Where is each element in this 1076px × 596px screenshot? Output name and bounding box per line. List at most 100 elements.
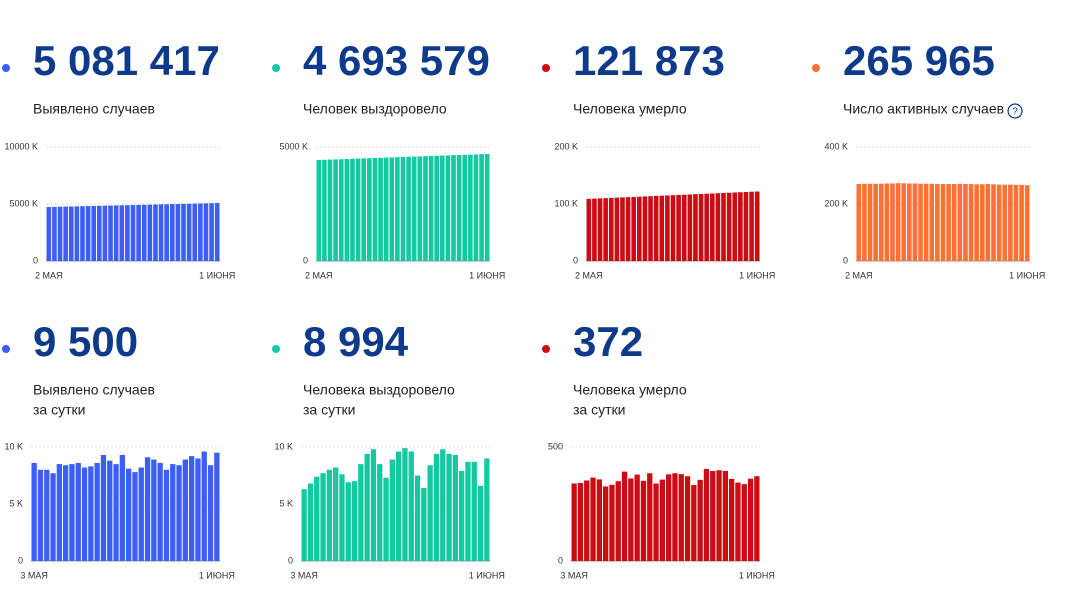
bar — [726, 192, 732, 261]
info-icon — [1007, 103, 1023, 119]
stat-label: за сутки — [573, 402, 625, 418]
y-tick-label: 5 K — [9, 498, 23, 508]
status-dot — [542, 64, 550, 72]
bar — [389, 459, 395, 561]
bar — [198, 203, 203, 261]
bar — [153, 204, 158, 261]
bar — [50, 473, 56, 561]
bar — [75, 462, 81, 561]
x-tick-label: 3 МАЯ — [290, 570, 318, 580]
bar — [80, 206, 85, 261]
bar — [421, 488, 427, 561]
bar — [113, 205, 119, 261]
bar — [484, 153, 490, 261]
bar — [417, 156, 423, 261]
bar — [590, 477, 596, 561]
bar — [170, 464, 176, 561]
y-tick-label: 0 — [573, 255, 578, 265]
bar — [603, 486, 609, 561]
bar — [684, 476, 691, 561]
bar — [144, 457, 151, 561]
bar — [459, 470, 465, 561]
x-tick-label: 2 МАЯ — [35, 270, 63, 280]
bar — [1002, 184, 1008, 261]
bar — [195, 458, 201, 561]
bar — [423, 156, 428, 261]
bar — [201, 451, 207, 561]
bar — [884, 183, 890, 261]
y-tick-label: 500 — [548, 441, 563, 451]
bar — [592, 198, 597, 261]
bar — [367, 158, 372, 261]
bar — [609, 484, 615, 561]
bar — [929, 183, 935, 261]
info-icon-text: ? — [1012, 107, 1018, 118]
y-tick-label: 0 — [288, 555, 293, 565]
stat-value: 4 693 579 — [303, 37, 490, 84]
bar — [584, 480, 590, 561]
bar — [974, 184, 979, 261]
bar — [749, 191, 754, 261]
bar — [693, 194, 698, 261]
bar — [147, 204, 153, 261]
bar — [57, 206, 63, 261]
y-tick-label: 200 K — [554, 141, 578, 151]
bar — [333, 467, 339, 561]
bar — [640, 480, 647, 561]
bar — [676, 194, 681, 261]
bar — [722, 470, 728, 561]
bar — [322, 159, 327, 261]
bar — [345, 482, 351, 561]
bar — [670, 195, 676, 261]
bar — [1008, 184, 1013, 261]
bar — [873, 183, 878, 261]
bar — [69, 464, 75, 561]
bar — [164, 204, 169, 261]
bar — [377, 464, 383, 561]
bar — [738, 192, 743, 261]
bar — [867, 183, 873, 261]
bar — [370, 449, 377, 561]
bar — [31, 462, 37, 561]
bar — [439, 155, 445, 261]
bar — [74, 206, 80, 261]
x-tick-label: 1 ИЮНЯ — [1009, 270, 1045, 280]
bar — [691, 485, 697, 561]
bar — [603, 198, 608, 261]
bar — [1013, 184, 1019, 261]
bar — [406, 156, 411, 261]
bar — [653, 195, 659, 261]
bar — [63, 465, 69, 561]
bar — [358, 464, 364, 561]
stat-value: 265 965 — [843, 37, 995, 84]
bar — [968, 184, 974, 261]
bar — [56, 464, 62, 561]
bar — [433, 453, 440, 561]
y-tick-label: 0 — [18, 555, 23, 565]
bar — [209, 203, 214, 261]
status-dot — [542, 345, 550, 353]
bar — [192, 203, 198, 261]
x-tick-label: 1 ИЮНЯ — [739, 570, 775, 580]
bar — [716, 470, 722, 561]
x-tick-label: 1 ИЮНЯ — [469, 570, 505, 580]
bar — [666, 474, 672, 561]
bar — [918, 183, 923, 261]
bar — [628, 478, 634, 561]
y-tick-label: 400 K — [824, 141, 848, 151]
bar — [307, 483, 314, 561]
bar — [452, 454, 458, 561]
bar — [710, 470, 716, 561]
bar — [940, 184, 946, 261]
bar — [301, 489, 307, 561]
bar — [108, 205, 113, 261]
status-dot — [272, 345, 280, 353]
bar — [586, 198, 592, 261]
bar — [157, 462, 163, 561]
bar — [659, 479, 665, 561]
bar — [743, 192, 749, 261]
bar — [400, 156, 406, 261]
x-tick-label: 1 ИЮНЯ — [739, 270, 775, 280]
bar — [125, 205, 130, 261]
